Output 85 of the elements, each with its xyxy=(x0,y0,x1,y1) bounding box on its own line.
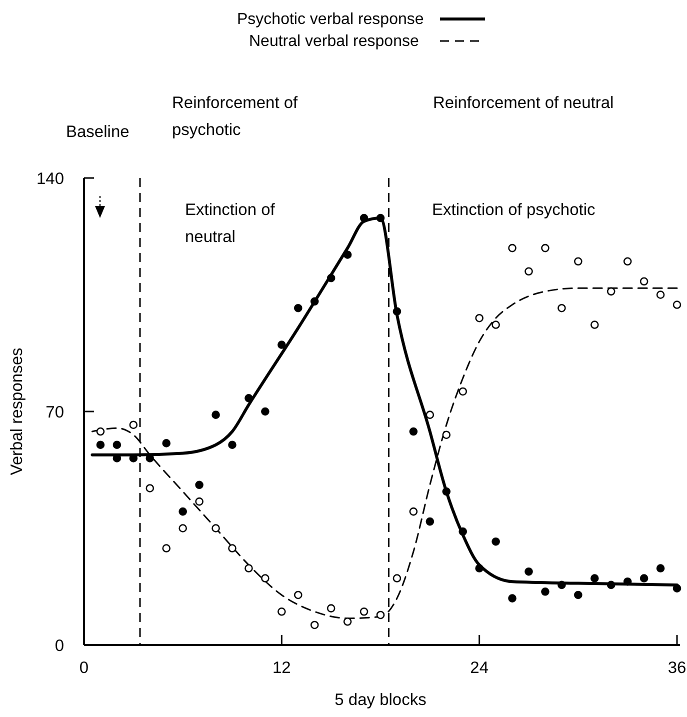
point xyxy=(261,407,270,416)
x-tick-label: 36 xyxy=(668,659,686,677)
point xyxy=(343,250,352,259)
point xyxy=(508,244,516,252)
point xyxy=(343,618,352,626)
point xyxy=(574,257,582,266)
point xyxy=(541,587,550,596)
point xyxy=(310,620,319,630)
point xyxy=(178,524,187,532)
point xyxy=(656,290,665,299)
point xyxy=(261,574,270,582)
point xyxy=(376,610,385,620)
point xyxy=(590,574,599,582)
point xyxy=(475,564,484,572)
point xyxy=(672,300,682,309)
point xyxy=(244,564,253,572)
point xyxy=(146,484,154,492)
point xyxy=(326,604,336,612)
point xyxy=(360,607,368,616)
point xyxy=(426,410,434,419)
point xyxy=(228,440,236,450)
x-axis-title: 5 day blocks xyxy=(334,691,426,709)
text: Baseline xyxy=(66,123,130,141)
y-tick-label: 0 xyxy=(54,636,64,655)
point xyxy=(442,430,451,439)
point xyxy=(294,304,302,312)
point xyxy=(590,320,599,329)
point xyxy=(112,440,122,450)
point xyxy=(162,544,171,552)
point xyxy=(409,507,418,516)
x-tick-label: 24 xyxy=(470,659,489,677)
point xyxy=(310,297,319,306)
point xyxy=(228,544,236,552)
point xyxy=(178,507,187,516)
point xyxy=(426,517,434,526)
point xyxy=(294,590,302,600)
x-tick-label: 0 xyxy=(79,659,89,677)
point xyxy=(376,214,385,222)
point xyxy=(96,427,105,436)
point xyxy=(606,287,616,296)
point xyxy=(606,580,616,590)
point xyxy=(212,410,220,419)
y-tick-label: 140 xyxy=(36,170,64,188)
point xyxy=(442,487,451,496)
point xyxy=(623,257,632,266)
point xyxy=(558,580,566,590)
point xyxy=(458,387,468,396)
point xyxy=(129,420,138,429)
point xyxy=(640,277,648,286)
y-tick-label: 70 xyxy=(46,403,64,422)
y-axis-title: Verbal responses xyxy=(8,348,26,476)
point xyxy=(278,607,286,616)
point xyxy=(96,440,105,450)
point xyxy=(672,584,682,592)
point xyxy=(558,304,566,312)
point xyxy=(541,244,550,252)
point xyxy=(392,574,402,582)
text: Reinforcement of psychotic xyxy=(172,94,298,139)
legend-label: Psychotic verbal response xyxy=(237,11,424,28)
point xyxy=(475,314,484,322)
point xyxy=(623,577,632,586)
point xyxy=(574,590,582,600)
point xyxy=(409,427,418,436)
point xyxy=(195,497,204,506)
point xyxy=(195,480,204,490)
point xyxy=(458,527,468,536)
point xyxy=(508,594,516,602)
point xyxy=(492,320,500,329)
point xyxy=(244,394,253,402)
point xyxy=(278,340,286,349)
point xyxy=(640,574,648,582)
point xyxy=(656,564,665,572)
point xyxy=(492,537,500,546)
x-tick-label: 12 xyxy=(272,659,291,677)
annotation: Extinction of psychotic xyxy=(432,201,596,219)
point xyxy=(360,214,368,222)
point xyxy=(524,567,533,576)
legend-label: Neutral verbal response xyxy=(249,33,419,50)
text: Reinforcement of neutral xyxy=(433,94,614,112)
point xyxy=(392,307,402,316)
point xyxy=(326,274,336,282)
point xyxy=(162,439,171,448)
annotation: Extinction of neutral xyxy=(185,201,276,246)
point xyxy=(212,524,220,532)
point xyxy=(524,267,533,276)
